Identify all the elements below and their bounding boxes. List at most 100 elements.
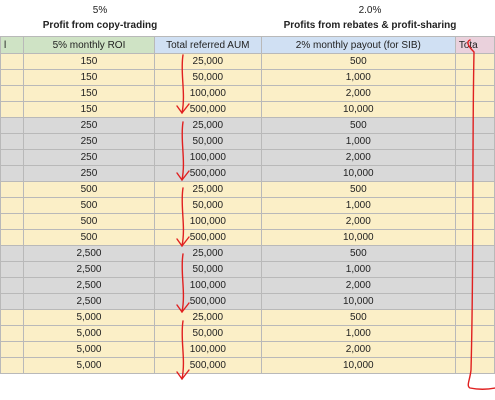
payout-cell[interactable]: 10,000: [260, 357, 456, 374]
payout-cell[interactable]: 500: [260, 309, 456, 326]
aum-cell[interactable]: 500,000: [153, 357, 262, 374]
aum-cell[interactable]: 25,000: [153, 181, 262, 198]
total-cell[interactable]: [454, 309, 495, 326]
total-cell[interactable]: [454, 261, 495, 278]
payout-cell[interactable]: 2,000: [260, 213, 456, 230]
total-cell[interactable]: [454, 101, 495, 118]
aum-cell[interactable]: 25,000: [153, 309, 262, 326]
payout-cell[interactable]: 500: [260, 181, 456, 198]
total-cell[interactable]: [454, 325, 495, 342]
roi-cell[interactable]: 500: [23, 197, 155, 214]
row-cell-left[interactable]: [0, 85, 25, 102]
roi-cell[interactable]: 250: [23, 133, 155, 150]
payout-cell[interactable]: 10,000: [260, 229, 456, 246]
aum-cell[interactable]: 100,000: [153, 277, 262, 294]
total-cell[interactable]: [454, 229, 495, 246]
total-cell[interactable]: [454, 165, 495, 182]
aum-cell[interactable]: 500,000: [153, 229, 262, 246]
aum-cell[interactable]: 100,000: [153, 149, 262, 166]
row-cell-left[interactable]: [0, 181, 25, 198]
roi-cell[interactable]: 5,000: [23, 309, 155, 326]
roi-cell[interactable]: 2,500: [23, 261, 155, 278]
header-cell-payout[interactable]: 2% monthly payout (for SIB): [260, 36, 456, 54]
row-cell-left[interactable]: [0, 277, 25, 294]
payout-cell[interactable]: 1,000: [260, 69, 456, 86]
total-cell[interactable]: [454, 69, 495, 86]
roi-cell[interactable]: 250: [23, 117, 155, 134]
row-cell-left[interactable]: [0, 341, 25, 358]
row-cell-left[interactable]: [0, 309, 25, 326]
row-cell-left[interactable]: [0, 357, 25, 374]
row-cell-left[interactable]: [0, 229, 25, 246]
aum-cell[interactable]: 50,000: [153, 325, 262, 342]
header-cell-left[interactable]: l: [0, 36, 25, 54]
row-cell-left[interactable]: [0, 165, 25, 182]
row-cell-left[interactable]: [0, 197, 25, 214]
payout-cell[interactable]: 1,000: [260, 325, 456, 342]
total-cell[interactable]: [454, 341, 495, 358]
roi-cell[interactable]: 5,000: [23, 325, 155, 342]
roi-cell[interactable]: 150: [23, 85, 155, 102]
row-cell-left[interactable]: [0, 293, 25, 310]
total-cell[interactable]: [454, 213, 495, 230]
roi-cell[interactable]: 5,000: [23, 341, 155, 358]
aum-cell[interactable]: 100,000: [153, 213, 262, 230]
aum-cell[interactable]: 500,000: [153, 165, 262, 182]
roi-cell[interactable]: 2,500: [23, 293, 155, 310]
row-cell-left[interactable]: [0, 117, 25, 134]
total-cell[interactable]: [454, 85, 495, 102]
payout-cell[interactable]: 500: [260, 53, 456, 70]
aum-cell[interactable]: 500,000: [153, 293, 262, 310]
payout-cell[interactable]: 500: [260, 245, 456, 262]
row-cell-left[interactable]: [0, 101, 25, 118]
header-cell-total[interactable]: Tota: [454, 36, 495, 54]
aum-cell[interactable]: 100,000: [153, 341, 262, 358]
total-cell[interactable]: [454, 293, 495, 310]
aum-cell[interactable]: 50,000: [153, 261, 262, 278]
roi-cell[interactable]: 150: [23, 101, 155, 118]
row-cell-left[interactable]: [0, 69, 25, 86]
aum-cell[interactable]: 25,000: [153, 117, 262, 134]
row-cell-left[interactable]: [0, 53, 25, 70]
aum-cell[interactable]: 50,000: [153, 197, 262, 214]
roi-cell[interactable]: 150: [23, 53, 155, 70]
payout-cell[interactable]: 1,000: [260, 133, 456, 150]
row-cell-left[interactable]: [0, 261, 25, 278]
header-cell-aum[interactable]: Total referred AUM: [153, 36, 262, 54]
roi-cell[interactable]: 500: [23, 229, 155, 246]
aum-cell[interactable]: 100,000: [153, 85, 262, 102]
row-cell-left[interactable]: [0, 133, 25, 150]
payout-cell[interactable]: 1,000: [260, 197, 456, 214]
row-cell-left[interactable]: [0, 213, 25, 230]
roi-cell[interactable]: 2,500: [23, 245, 155, 262]
row-cell-left[interactable]: [0, 325, 25, 342]
payout-cell[interactable]: 2,000: [260, 85, 456, 102]
row-cell-left[interactable]: [0, 149, 25, 166]
roi-cell[interactable]: 500: [23, 213, 155, 230]
payout-cell[interactable]: 1,000: [260, 261, 456, 278]
header-cell-roi[interactable]: 5% monthly ROI: [23, 36, 155, 54]
row-cell-left[interactable]: [0, 245, 25, 262]
payout-cell[interactable]: 10,000: [260, 165, 456, 182]
payout-cell[interactable]: 10,000: [260, 101, 456, 118]
payout-cell[interactable]: 10,000: [260, 293, 456, 310]
aum-cell[interactable]: 50,000: [153, 133, 262, 150]
total-cell[interactable]: [454, 197, 495, 214]
roi-cell[interactable]: 150: [23, 69, 155, 86]
payout-cell[interactable]: 500: [260, 117, 456, 134]
total-cell[interactable]: [454, 53, 495, 70]
roi-cell[interactable]: 2,500: [23, 277, 155, 294]
total-cell[interactable]: [454, 117, 495, 134]
total-cell[interactable]: [454, 133, 495, 150]
aum-cell[interactable]: 25,000: [153, 245, 262, 262]
aum-cell[interactable]: 25,000: [153, 53, 262, 70]
payout-cell[interactable]: 2,000: [260, 341, 456, 358]
total-cell[interactable]: [454, 181, 495, 198]
total-cell[interactable]: [454, 357, 495, 374]
aum-cell[interactable]: 50,000: [153, 69, 262, 86]
aum-cell[interactable]: 500,000: [153, 101, 262, 118]
total-cell[interactable]: [454, 277, 495, 294]
payout-cell[interactable]: 2,000: [260, 149, 456, 166]
roi-cell[interactable]: 5,000: [23, 357, 155, 374]
payout-cell[interactable]: 2,000: [260, 277, 456, 294]
